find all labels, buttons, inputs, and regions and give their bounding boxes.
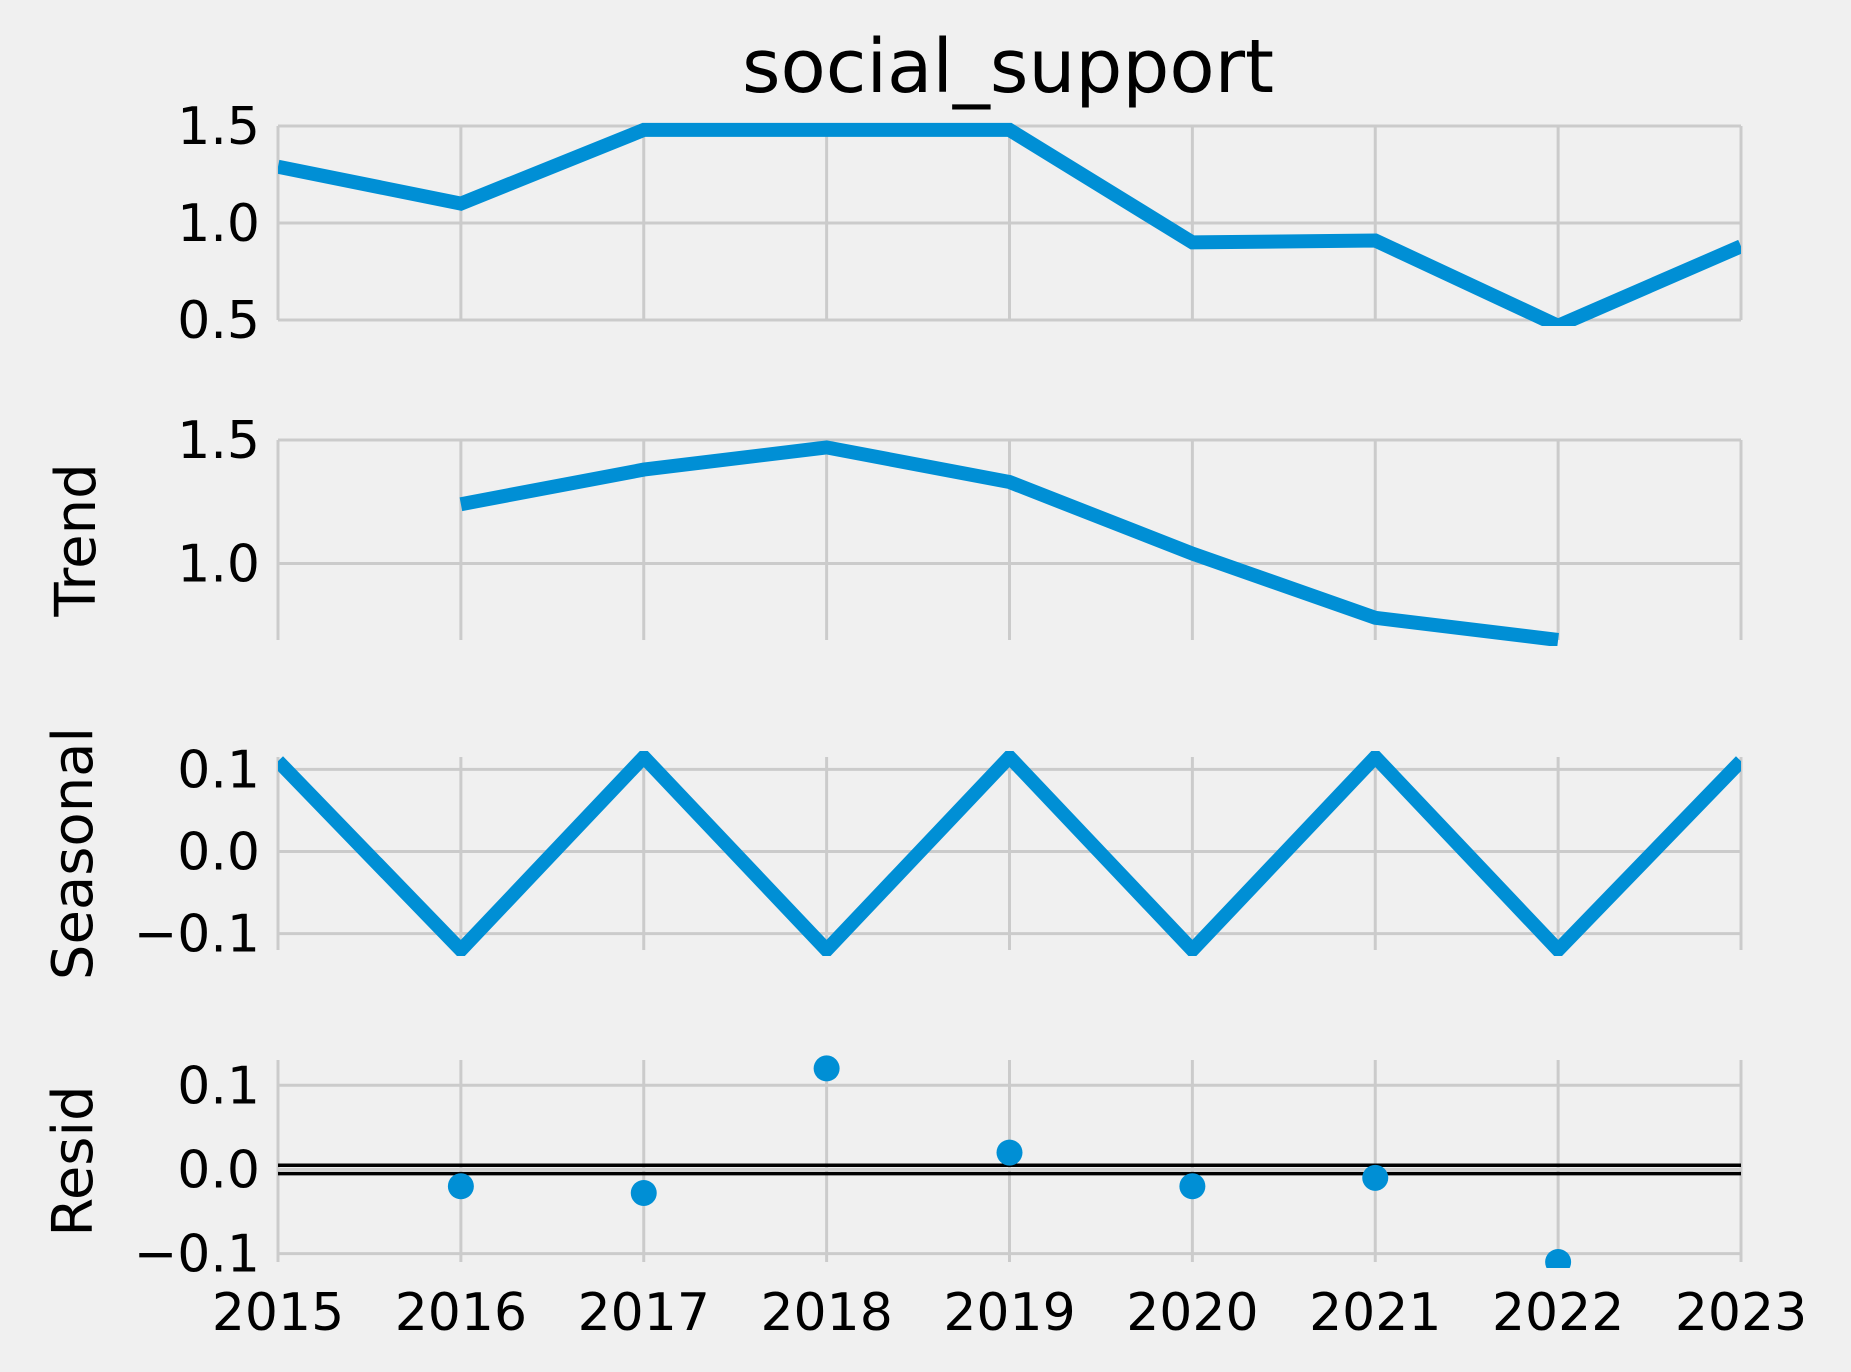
series-seasonal xyxy=(278,751,1741,956)
series-trend xyxy=(459,440,1559,646)
y-tick-label: −0.1 xyxy=(134,1225,260,1285)
series-resid xyxy=(447,1055,1572,1268)
x-tick-label: 2018 xyxy=(760,1283,892,1343)
series-line-trend xyxy=(459,440,1559,646)
resid-point xyxy=(1179,1173,1206,1200)
y-tick-label: 0.1 xyxy=(177,1056,260,1116)
x-tick-label: 2019 xyxy=(943,1283,1075,1343)
y-tick-label: −0.1 xyxy=(134,905,260,965)
y-tick-label: 1.0 xyxy=(177,194,260,254)
resid-point xyxy=(1362,1164,1389,1191)
panel-observed: 0.5 1.0 1.5 xyxy=(177,97,1743,351)
x-tick-label: 2017 xyxy=(578,1283,710,1343)
resid-point xyxy=(1545,1249,1572,1268)
x-tick-labels: 2015 2016 2017 2018 2019 2020 2021 2022 2023 xyxy=(212,1283,1807,1343)
panel-resid: −0.1 0.0 0.1 Resid xyxy=(41,1055,1743,1285)
x-tick-label: 2021 xyxy=(1309,1283,1441,1343)
series-line-observed xyxy=(278,122,1741,326)
panel-seasonal: −0.1 0.0 0.1 Seasonal xyxy=(41,727,1743,980)
resid-point xyxy=(447,1173,474,1200)
y-tick-label: 0.0 xyxy=(177,822,260,882)
x-tick-label: 2020 xyxy=(1126,1283,1258,1343)
series-observed xyxy=(278,122,1741,326)
x-tick-label: 2022 xyxy=(1492,1283,1624,1343)
resid-point xyxy=(996,1139,1023,1166)
y-tick-label: 1.0 xyxy=(177,534,260,594)
x-tick-label: 2015 xyxy=(212,1283,344,1343)
y-tick-label: 0.1 xyxy=(177,740,260,800)
x-tick-label: 2023 xyxy=(1675,1283,1807,1343)
y-tick-label: 0.5 xyxy=(177,291,260,351)
y-tick-label: 1.5 xyxy=(177,97,260,157)
y-axis-label: Resid xyxy=(41,1085,106,1236)
series-line-seasonal xyxy=(278,751,1741,956)
resid-point xyxy=(630,1179,657,1206)
y-tick-label: 0.0 xyxy=(177,1140,260,1200)
y-tick-label: 1.5 xyxy=(177,411,260,471)
chart-title: social_support xyxy=(742,24,1274,110)
x-tick-label: 2016 xyxy=(395,1283,527,1343)
panel-trend: 1.0 1.5 Trend xyxy=(44,411,1743,646)
y-axis-label: Trend xyxy=(44,463,109,617)
resid-point xyxy=(813,1055,840,1082)
y-axis-label: Seasonal xyxy=(41,727,106,980)
panels: 0.51.01.51.01.5Trend−0.10.00.1Seasonal−0… xyxy=(41,97,1743,1285)
